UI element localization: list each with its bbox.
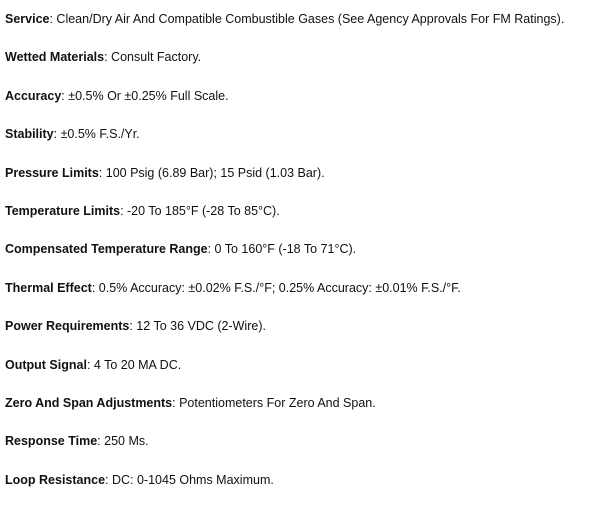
spec-label: Output Signal — [5, 357, 87, 372]
spec-value: : 100 Psig (6.89 Bar); 15 Psid (1.03 Bar… — [98, 165, 325, 180]
spec-pressure-limits: Pressure Limits: 100 Psig (6.89 Bar); 15… — [5, 165, 607, 203]
spec-output-signal: Output Signal: 4 To 20 MA DC. — [5, 357, 607, 395]
spec-value: : 250 Ms. — [97, 434, 149, 449]
spec-label: Accuracy — [5, 88, 62, 103]
spec-compensated-temperature-range: Compensated Temperature Range: 0 To 160°… — [5, 241, 607, 279]
spec-value: : 0 To 160°F (-18 To 71°C). — [207, 242, 357, 257]
spec-label: Loop Resistance — [5, 472, 106, 487]
spec-value: : 4 To 20 MA DC. — [86, 357, 182, 372]
spec-label: Power Requirements — [5, 319, 130, 334]
spec-label: Compensated Temperature Range — [5, 242, 208, 257]
spec-wetted-materials: Wetted Materials: Consult Factory. — [5, 49, 607, 87]
spec-value: : Clean/Dry Air And Compatible Combustib… — [49, 12, 565, 26]
spec-label: Pressure Limits — [5, 165, 99, 180]
spec-label: Zero And Span Adjustments — [5, 395, 173, 410]
spec-value: : Consult Factory. — [104, 50, 202, 65]
spec-label: Thermal Effect — [5, 280, 92, 295]
spec-value: : 12 To 36 VDC (2-Wire). — [129, 319, 266, 334]
spec-value: : DC: 0-1045 Ohms Maximum. — [105, 472, 274, 487]
spec-stability: Stability: ±0.5% F.S./Yr. — [5, 126, 607, 164]
spec-zero-span-adjustments: Zero And Span Adjustments: Potentiometer… — [5, 395, 607, 433]
spec-loop-resistance: Loop Resistance: DC: 0-1045 Ohms Maximum… — [5, 472, 607, 510]
spec-thermal-effect: Thermal Effect: 0.5% Accuracy: ±0.02% F.… — [5, 280, 607, 318]
spec-value: : ±0.5% F.S./Yr. — [53, 127, 140, 142]
spec-value: : Potentiometers For Zero And Span. — [172, 395, 376, 410]
spec-label: Stability — [5, 127, 54, 142]
spec-value: : -20 To 185°F (-28 To 85°C). — [120, 203, 280, 218]
spec-power-requirements: Power Requirements: 12 To 36 VDC (2-Wire… — [5, 318, 607, 356]
spec-response-time: Response Time: 250 Ms. — [5, 433, 607, 471]
spec-value: : 0.5% Accuracy: ±0.02% F.S./°F; 0.25% A… — [91, 280, 461, 295]
spec-label: Wetted Materials — [5, 50, 105, 65]
spec-temperature-limits: Temperature Limits: -20 To 185°F (-28 To… — [5, 203, 607, 241]
spec-label: Response Time — [5, 434, 98, 449]
spec-accuracy: Accuracy: ±0.5% Or ±0.25% Full Scale. — [5, 88, 607, 126]
spec-label: Temperature Limits — [5, 203, 121, 218]
spec-value: : ±0.5% Or ±0.25% Full Scale. — [61, 88, 229, 103]
spec-label: Service — [5, 12, 50, 26]
spec-service: Service: Clean/Dry Air And Compatible Co… — [5, 11, 607, 49]
